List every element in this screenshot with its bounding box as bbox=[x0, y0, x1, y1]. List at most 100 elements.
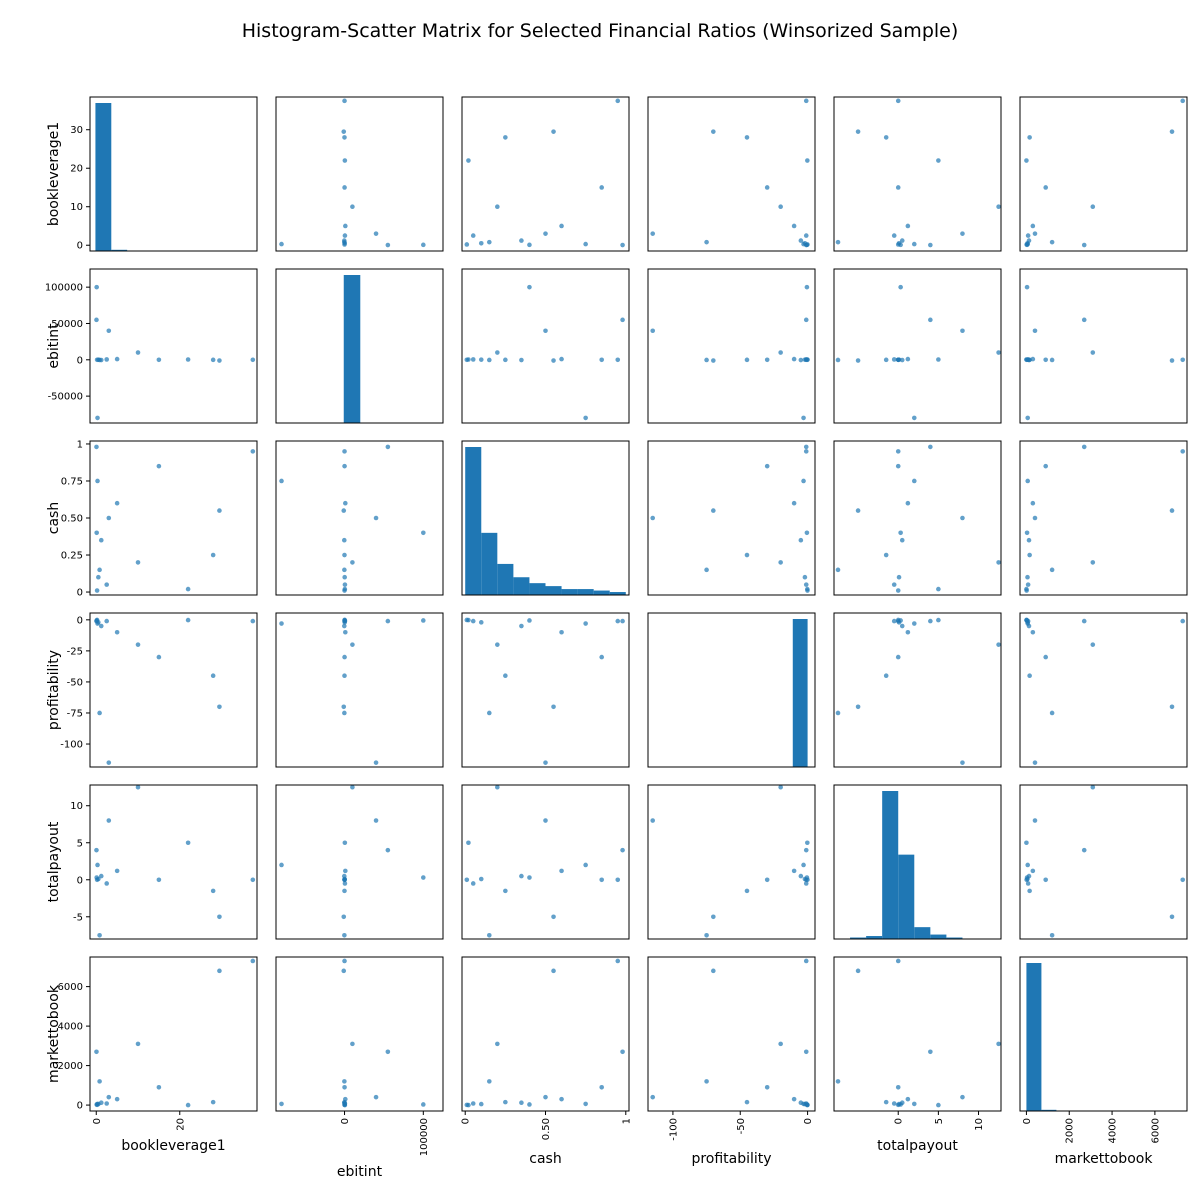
point-totalpayout-vs-cash-15 bbox=[464, 877, 470, 883]
point-ebitint-vs-cash-6 bbox=[615, 357, 621, 363]
point-totalpayout-vs-bookleverage1-15 bbox=[94, 877, 100, 883]
point-totalpayout-vs-profitability-4 bbox=[764, 877, 770, 883]
point-ebitint-vs-profitability-5 bbox=[744, 357, 750, 363]
hist-bar-cash-0 bbox=[465, 447, 482, 595]
hist-bar-bookleverage1-0 bbox=[95, 103, 112, 251]
point-markettobook-vs-totalpayout-5 bbox=[883, 1099, 889, 1105]
hist-bar-totalpayout-2 bbox=[882, 791, 899, 939]
point-bookleverage1-vs-cash-11 bbox=[495, 204, 500, 210]
point-cash-vs-totalpayout-13 bbox=[928, 444, 933, 450]
point-bookleverage1-vs-ebitint-15 bbox=[342, 242, 347, 247]
point-totalpayout-vs-cash-0 bbox=[478, 876, 484, 882]
point-totalpayout-vs-profitability-3 bbox=[791, 868, 797, 874]
point-bookleverage1-vs-cash-5 bbox=[503, 135, 508, 140]
point-bookleverage1-vs-ebitint-4 bbox=[342, 185, 347, 190]
panel-markettobook-cash bbox=[461, 956, 630, 1112]
ytick-label-cash: 1 bbox=[77, 439, 83, 450]
point-bookleverage1-vs-ebitint-11 bbox=[350, 204, 355, 210]
point-profitability-vs-bookleverage1-6 bbox=[250, 618, 256, 624]
point-bookleverage1-vs-totalpayout-10 bbox=[835, 239, 841, 245]
point-profitability-vs-ebitint-13 bbox=[385, 618, 391, 624]
point-totalpayout-vs-ebitint-14 bbox=[341, 914, 347, 920]
point-cash-vs-markettobook-8 bbox=[1025, 478, 1031, 484]
point-ebitint-vs-markettobook-14 bbox=[1169, 358, 1175, 363]
hist-bar-markettobook-0 bbox=[1026, 963, 1042, 1111]
point-totalpayout-vs-ebitint-10 bbox=[342, 932, 347, 938]
point-markettobook-vs-profitability-6 bbox=[803, 958, 809, 964]
point-cash-vs-markettobook-1 bbox=[1026, 537, 1032, 543]
point-ebitint-vs-markettobook-10 bbox=[1049, 357, 1055, 363]
point-markettobook-vs-cash-1 bbox=[519, 1100, 524, 1106]
point-ebitint-vs-bookleverage1-6 bbox=[250, 357, 256, 363]
point-markettobook-vs-profitability-15 bbox=[805, 1102, 810, 1108]
point-totalpayout-vs-bookleverage1-3 bbox=[114, 868, 120, 874]
x-axis-label-bookleverage1: bookleverage1 bbox=[121, 1138, 225, 1154]
ytick-label-markettobook: 6000 bbox=[58, 982, 83, 993]
xtick-label-markettobook: 2000 bbox=[1065, 1118, 1076, 1143]
point-bookleverage1-vs-cash-8 bbox=[583, 241, 588, 247]
point-cash-vs-bookleverage1-8 bbox=[95, 478, 100, 484]
point-profitability-vs-cash-4 bbox=[599, 654, 605, 660]
point-bookleverage1-vs-cash-0 bbox=[478, 241, 484, 246]
point-ebitint-vs-profitability-7 bbox=[804, 284, 810, 290]
point-ebitint-vs-profitability-8 bbox=[801, 415, 806, 421]
point-ebitint-vs-cash-10 bbox=[486, 357, 492, 363]
point-cash-vs-profitability-5 bbox=[744, 552, 750, 558]
point-totalpayout-vs-cash-12 bbox=[466, 840, 471, 846]
point-cash-vs-bookleverage1-11 bbox=[135, 560, 141, 565]
point-totalpayout-vs-cash-1 bbox=[519, 873, 524, 879]
point-cash-vs-ebitint-3 bbox=[343, 500, 348, 506]
point-bookleverage1-vs-markettobook-10 bbox=[1049, 239, 1055, 245]
point-profitability-vs-totalpayout-10 bbox=[835, 710, 841, 716]
point-totalpayout-vs-markettobook-11 bbox=[1090, 784, 1096, 790]
point-totalpayout-vs-markettobook-10 bbox=[1049, 932, 1055, 938]
point-profitability-vs-markettobook-3 bbox=[1030, 629, 1036, 635]
point-markettobook-vs-profitability-14 bbox=[711, 968, 716, 974]
point-bookleverage1-vs-totalpayout-13 bbox=[928, 242, 933, 248]
panel-totalpayout-markettobook bbox=[1019, 784, 1188, 940]
point-profitability-vs-ebitint-9 bbox=[373, 760, 379, 765]
ytick-label-ebitint: 50000 bbox=[51, 319, 83, 330]
point-bookleverage1-vs-cash-2 bbox=[470, 233, 476, 238]
point-profitability-vs-markettobook-9 bbox=[1032, 760, 1038, 765]
point-totalpayout-vs-cash-5 bbox=[503, 888, 508, 894]
ytick-label-ebitint: 100000 bbox=[45, 283, 83, 294]
point-markettobook-vs-totalpayout-2 bbox=[891, 1101, 897, 1106]
point-markettobook-vs-ebitint-6 bbox=[342, 958, 347, 964]
point-profitability-vs-bookleverage1-11 bbox=[135, 642, 141, 647]
point-ebitint-vs-profitability-14 bbox=[711, 358, 716, 363]
point-ebitint-vs-bookleverage1-15 bbox=[94, 357, 100, 363]
point-markettobook-vs-profitability-8 bbox=[801, 1101, 806, 1107]
point-bookleverage1-vs-cash-15 bbox=[464, 242, 470, 247]
ytick-label-profitability: -100 bbox=[60, 740, 83, 751]
point-ebitint-vs-cash-15 bbox=[464, 357, 470, 363]
point-cash-vs-ebitint-4 bbox=[342, 463, 347, 469]
point-cash-vs-totalpayout-8 bbox=[911, 478, 917, 484]
point-ebitint-vs-cash-13 bbox=[620, 317, 625, 323]
panel-profitability-profitability bbox=[647, 612, 816, 768]
point-cash-vs-bookleverage1-1 bbox=[98, 537, 104, 543]
panel-profitability-totalpayout bbox=[833, 612, 1002, 768]
x-axis-label-cash: cash bbox=[529, 1151, 561, 1167]
point-bookleverage1-vs-totalpayout-5 bbox=[883, 135, 889, 140]
point-bookleverage1-vs-profitability-10 bbox=[704, 239, 709, 245]
point-bookleverage1-vs-markettobook-2 bbox=[1025, 233, 1031, 238]
point-cash-vs-profitability-14 bbox=[711, 508, 716, 513]
point-cash-vs-totalpayout-12 bbox=[936, 586, 941, 592]
point-ebitint-vs-profitability-13 bbox=[803, 317, 809, 323]
point-cash-vs-totalpayout-0 bbox=[896, 574, 902, 580]
point-totalpayout-vs-cash-6 bbox=[615, 877, 621, 883]
point-markettobook-vs-cash-13 bbox=[620, 1049, 625, 1055]
hist-bar-totalpayout-0 bbox=[850, 937, 867, 939]
point-markettobook-vs-totalpayout-14 bbox=[855, 968, 861, 974]
point-ebitint-vs-cash-4 bbox=[599, 357, 605, 363]
point-cash-vs-profitability-3 bbox=[791, 500, 797, 506]
point-profitability-vs-totalpayout-11 bbox=[996, 642, 1001, 647]
point-markettobook-vs-bookleverage1-14 bbox=[217, 968, 222, 974]
point-profitability-vs-cash-1 bbox=[519, 623, 524, 629]
point-ebitint-vs-markettobook-9 bbox=[1032, 328, 1038, 334]
panel-markettobook-totalpayout bbox=[833, 956, 1002, 1112]
point-cash-vs-markettobook-5 bbox=[1027, 552, 1032, 558]
point-profitability-vs-cash-8 bbox=[583, 621, 588, 626]
